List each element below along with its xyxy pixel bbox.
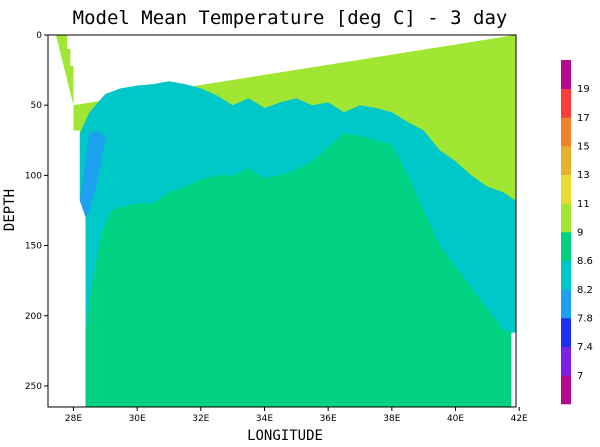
colorbar: 7 7.4 7.8 8.2 8.6 9 11 13 15 17 19	[561, 60, 593, 405]
x-axis-title: LONGITUDE	[247, 428, 323, 444]
chart-title: Model Mean Temperature [deg C] - 3 day	[73, 7, 508, 29]
colorbar-label: 7.8	[577, 314, 593, 325]
y-axis-title: DEPTH	[2, 189, 18, 231]
colorbar-segment	[561, 117, 571, 147]
plot-frame	[47, 34, 517, 408]
colorbar-segment	[561, 203, 571, 233]
colorbar-label: 17	[577, 113, 590, 124]
colorbar-label: 11	[577, 199, 590, 210]
colorbar-label: 7	[577, 371, 583, 382]
x-tick-label: 42E	[511, 414, 528, 424]
colorbar-label: 19	[577, 84, 590, 95]
y-tick-label: 200	[25, 312, 42, 322]
colorbar-label: 9	[577, 228, 583, 239]
colorbar-segment	[561, 318, 571, 347]
y-axis: 0 50 100 150 200 250	[25, 31, 48, 392]
colorbar-label: 13	[577, 170, 590, 181]
x-tick-label: 34E	[256, 414, 273, 424]
colorbar-segment	[561, 174, 571, 204]
x-tick-label: 32E	[192, 414, 209, 424]
colorbar-segment	[561, 375, 571, 405]
y-tick-label: 0	[36, 31, 42, 41]
contour-band-9-deep	[85, 133, 512, 408]
x-tick-label: 30E	[129, 414, 146, 424]
plot-area	[56, 35, 516, 408]
x-tick-label: 36E	[320, 414, 337, 424]
colorbar-label: 8.2	[577, 285, 593, 296]
colorbar-segment	[561, 146, 571, 175]
colorbar-segment	[561, 289, 571, 319]
y-tick-label: 250	[25, 382, 42, 392]
x-tick-label: 40E	[447, 414, 464, 424]
colorbar-segment	[561, 232, 571, 261]
colorbar-label: 7.4	[577, 342, 593, 353]
x-tick-label: 28E	[65, 414, 82, 424]
y-tick-label: 50	[31, 101, 43, 111]
y-tick-label: 150	[25, 242, 42, 252]
colorbar-segment	[561, 88, 571, 118]
contour-band-7-8-8-2	[79, 130, 106, 218]
colorbar-segment	[561, 260, 571, 290]
colorbar-label: 15	[577, 142, 590, 153]
y-tick-label: 100	[25, 171, 42, 181]
x-axis: 28E 30E 32E 34E 36E 38E 40E 42E	[65, 407, 528, 424]
x-tick-label: 38E	[383, 414, 400, 424]
colorbar-segment	[561, 60, 571, 89]
colorbar-label: 8.6	[577, 256, 593, 267]
colorbar-segment	[561, 346, 571, 376]
